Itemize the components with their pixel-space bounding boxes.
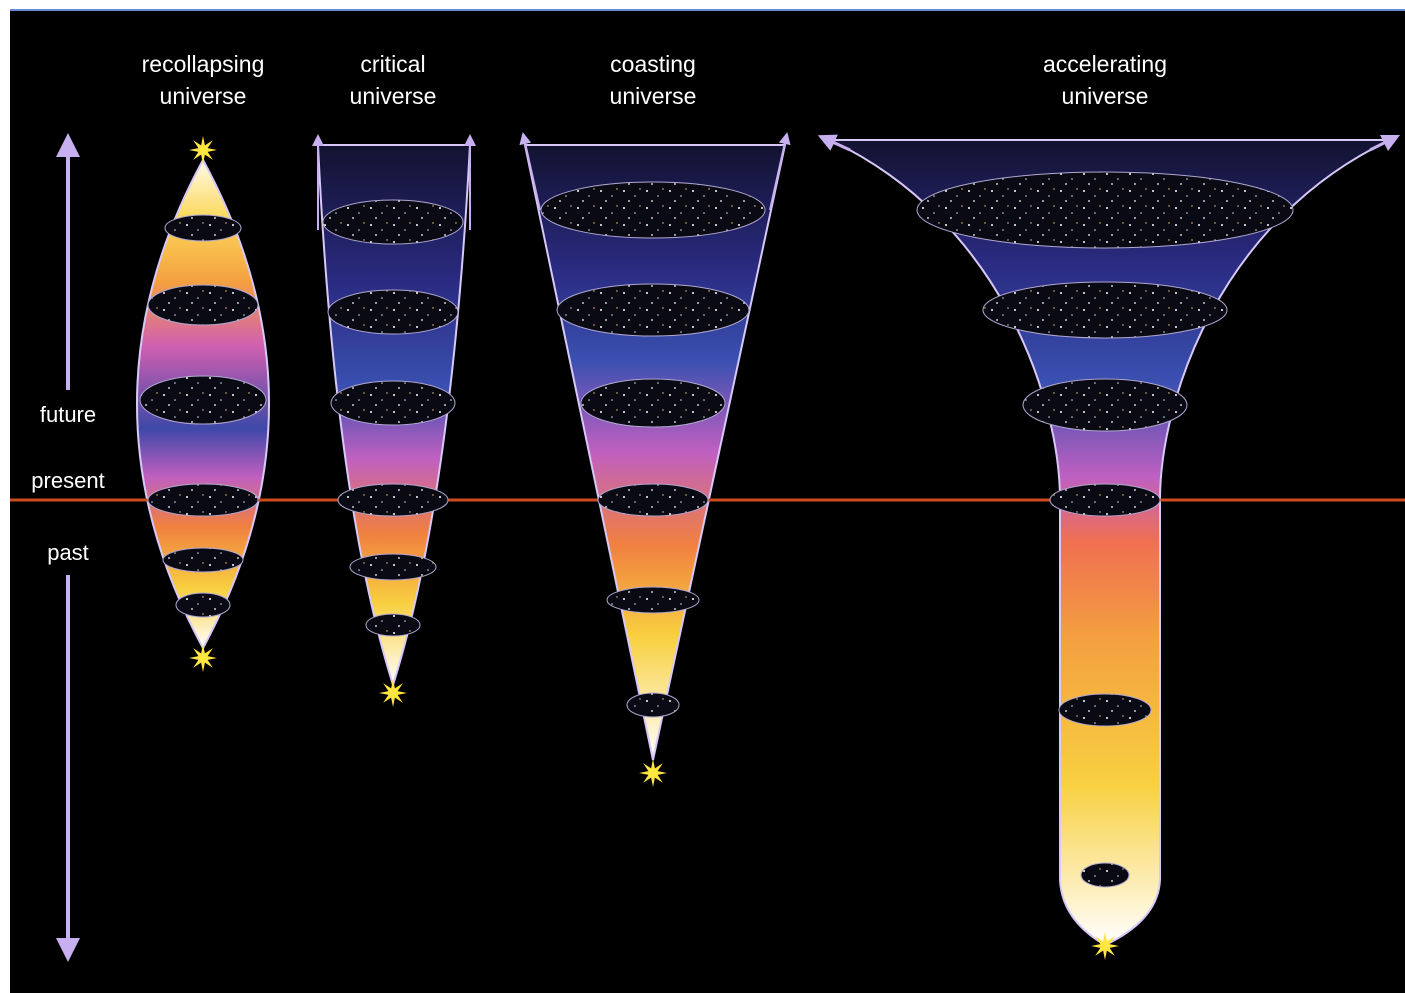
galaxy-snapshot: [327, 289, 459, 335]
present-label: present: [31, 468, 104, 493]
galaxy-snapshot: [337, 483, 449, 517]
galaxy-snapshots: [139, 171, 1294, 888]
galaxy-snapshot: [365, 613, 421, 637]
galaxy-snapshot: [1080, 862, 1130, 888]
title-line: coasting: [610, 51, 696, 77]
big-bang: [189, 644, 217, 672]
galaxy-snapshot: [139, 375, 267, 425]
big-bang-stars: [189, 136, 1119, 960]
title-line: recollapsing: [142, 51, 265, 77]
big-bang: [379, 679, 407, 707]
galaxy-snapshot: [606, 586, 700, 614]
galaxy-snapshot: [1022, 378, 1188, 432]
galaxy-snapshot: [349, 553, 437, 581]
galaxy-snapshot: [330, 380, 456, 426]
titles: recollapsing universe critical universe …: [142, 51, 1167, 109]
galaxy-snapshot: [540, 181, 766, 239]
title-line: accelerating: [1043, 51, 1167, 77]
title-line: universe: [160, 83, 247, 109]
title-line: critical: [360, 51, 425, 77]
galaxy-snapshot: [147, 483, 259, 517]
galaxy-snapshot: [322, 199, 464, 245]
galaxy-snapshot: [982, 281, 1228, 339]
galaxy-snapshot: [164, 214, 242, 242]
galaxy-snapshot: [147, 284, 259, 326]
galaxy-snapshot: [1049, 483, 1161, 517]
big-bang: [1091, 932, 1119, 960]
big-bang: [639, 759, 667, 787]
past-label: past: [47, 540, 89, 565]
galaxy-snapshot: [626, 692, 680, 718]
galaxy-snapshot: [597, 483, 709, 517]
present-snapshots: [147, 483, 1161, 517]
galaxy-snapshot: [175, 592, 231, 618]
galaxy-snapshot: [556, 283, 750, 337]
galaxy-snapshot: [580, 378, 726, 428]
big-bang: [189, 136, 217, 164]
title-line: universe: [1062, 83, 1149, 109]
galaxy-snapshot: [1058, 693, 1152, 727]
galaxy-snapshot: [916, 171, 1294, 249]
title-line: universe: [610, 83, 697, 109]
galaxy-snapshot: [162, 547, 244, 573]
title-line: universe: [350, 83, 437, 109]
future-label: future: [40, 402, 96, 427]
